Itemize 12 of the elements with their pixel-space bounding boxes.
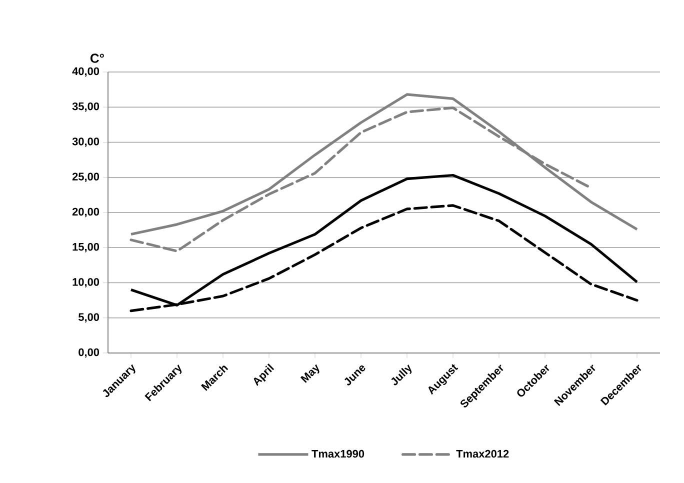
y-tick-label: 0,00 [78, 348, 100, 358]
y-tick-label: 15,00 [72, 242, 100, 252]
y-tick-label: 10,00 [72, 278, 100, 288]
y-tick-label: 5,00 [78, 313, 100, 323]
legend-label: Tmax1990 [312, 450, 364, 458]
y-tick-label: 20,00 [72, 208, 100, 218]
legend-label: Tmax2012 [456, 450, 509, 458]
y-tick-label: 35,00 [72, 102, 100, 112]
y-axis-title: C° [90, 54, 104, 63]
y-tick-label: 25,00 [72, 172, 100, 182]
y-tick-label: 30,00 [72, 138, 100, 147]
y-tick-label: 40,00 [72, 67, 100, 77]
